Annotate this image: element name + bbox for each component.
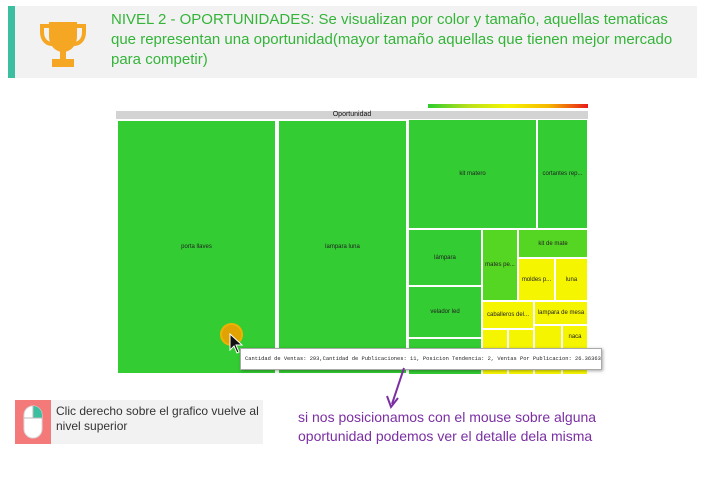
treemap-cell-lampara[interactable]: lámpara: [408, 229, 482, 286]
treemap-cell-moldes[interactable]: moldes p...: [518, 258, 555, 301]
right-click-note: Clic derecho sobre el grafico vuelve al …: [15, 400, 263, 444]
mouse-icon-background: [15, 400, 51, 444]
treemap-cell-kit-de-mate[interactable]: kit de mate: [518, 229, 588, 258]
treemap-cell-mates[interactable]: mates pe...: [482, 229, 518, 301]
treemap-cell-lampara-de-mesa[interactable]: lampara de mesa: [534, 301, 588, 325]
hover-hint-text: si nos posicionamos con el mouse sobre a…: [298, 409, 597, 444]
treemap-cell-kit-matero[interactable]: kit matero: [408, 119, 537, 229]
mouse-icon: [23, 405, 43, 439]
header-banner: NIVEL 2 - OPORTUNIDADES: Se visualizan p…: [8, 6, 697, 78]
treemap-cell-velador-led[interactable]: velador led: [408, 286, 482, 338]
treemap-tooltip: Cantidad de Ventas: 293,Cantidad de Publ…: [240, 348, 602, 370]
treemap-cell-naca[interactable]: naca: [562, 325, 588, 349]
mouse-cursor-icon: [229, 333, 244, 354]
treemap-cell-lampara-luna[interactable]: lampara luna: [277, 119, 408, 375]
treemap-cell-luna[interactable]: luna: [555, 258, 588, 301]
treemap-chart[interactable]: Oportunidad porta llaves lampara luna ki…: [116, 111, 588, 375]
treemap-cell-porta-llaves[interactable]: porta llaves: [116, 119, 277, 375]
treemap-title[interactable]: Oportunidad: [116, 111, 588, 119]
banner-text: NIVEL 2 - OPORTUNIDADES: Se visualizan p…: [111, 11, 673, 68]
pointer-arrow-icon: [386, 367, 405, 410]
treemap-cell-caballeros[interactable]: caballeros del...: [482, 301, 534, 329]
trophy-icon: [40, 22, 86, 67]
treemap-cell-cortantes[interactable]: cortantes rep...: [537, 119, 588, 229]
color-scale-legend: [428, 104, 588, 108]
right-click-note-text: Clic derecho sobre el grafico vuelve al …: [56, 404, 259, 433]
